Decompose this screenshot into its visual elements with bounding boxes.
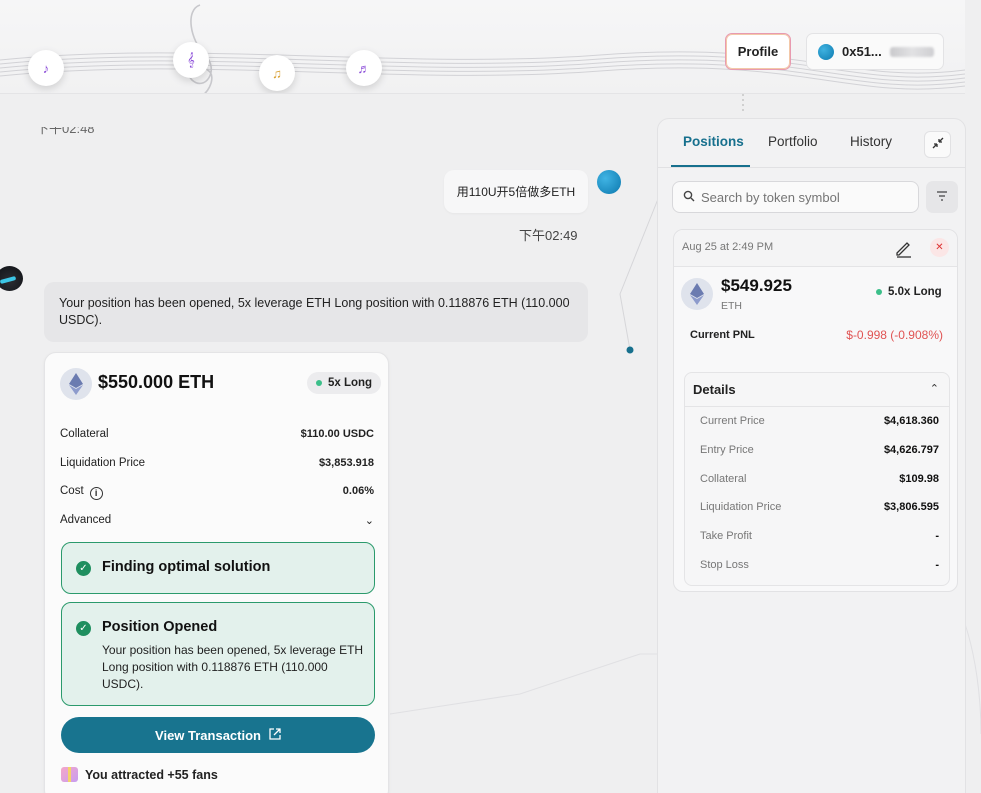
- wallet-button[interactable]: 0x51...: [806, 33, 944, 70]
- view-transaction-label: View Transaction: [155, 727, 261, 743]
- user-message: 用110U开5倍做多ETH: [444, 170, 588, 213]
- advanced-label: Advanced: [60, 514, 112, 526]
- search-input[interactable]: [701, 189, 911, 205]
- detail-label: Liquidation Price: [700, 501, 782, 513]
- detail-row: Liquidation Price $3,806.595: [700, 501, 939, 513]
- detail-label: Entry Price: [700, 444, 754, 456]
- step-description: Your position has been opened, 5x levera…: [102, 643, 364, 691]
- long-dot-icon: [876, 289, 882, 295]
- pnl-value: $-0.998 (-0.908%): [846, 328, 943, 342]
- liquidation-row: Liquidation Price $3,853.918: [60, 457, 374, 469]
- tab-positions[interactable]: Positions: [683, 134, 744, 149]
- top-bar: ♪ 𝄞 ♫ ♬ Profile 0x51...: [0, 0, 965, 94]
- position-symbol: ETH: [721, 300, 742, 312]
- external-link-icon: [269, 727, 281, 743]
- chevron-up-icon: ⌃: [929, 383, 939, 395]
- previous-timestamp: 下午02:48: [36, 127, 95, 136]
- detail-value: $4,618.360: [883, 415, 939, 427]
- detail-value: -: [935, 530, 939, 542]
- long-dot-icon: [316, 380, 322, 386]
- cost-row: Cost i 0.06%: [60, 485, 374, 500]
- fans-notice: You attracted +55 fans: [61, 767, 218, 782]
- detail-label: Stop Loss: [700, 559, 749, 571]
- profile-button[interactable]: Profile: [725, 33, 791, 70]
- position-card-header: Aug 25 at 2:49 PM ✕: [674, 230, 957, 267]
- step-position-opened: ✓ Position Opened Your position has been…: [61, 602, 375, 706]
- positions-panel: Positions Portfolio History Aug 25 at 2:…: [657, 118, 966, 793]
- check-icon: ✓: [76, 621, 91, 636]
- trade-price: $550.000 ETH: [98, 372, 215, 392]
- search-icon: [683, 190, 695, 205]
- leverage-label: 5x Long: [328, 377, 373, 389]
- chevron-down-icon: ⌄: [364, 515, 374, 527]
- gift-icon: [61, 767, 78, 782]
- detail-row: Stop Loss -: [700, 559, 939, 571]
- step-title: Finding optimal solution: [102, 559, 271, 575]
- position-price: $549.925: [721, 276, 792, 295]
- row-label: Liquidation Price: [60, 457, 146, 469]
- trade-card: $550.000 ETH 5x Long Collateral $110.00 …: [44, 352, 389, 793]
- detail-value: $4,626.797: [883, 444, 939, 456]
- cost-label-wrap: Cost i: [60, 485, 103, 500]
- music-note-icon: ♪: [28, 50, 64, 86]
- details-toggle[interactable]: Details ⌃: [685, 373, 949, 407]
- collateral-row: Collateral $110.00 USDC: [60, 428, 374, 440]
- user-avatar: [597, 170, 621, 194]
- detail-row: Take Profit -: [700, 530, 939, 542]
- details-section: Details ⌃ Current Price $4,618.360 Entry…: [684, 372, 950, 586]
- tab-portfolio[interactable]: Portfolio: [768, 134, 818, 149]
- search-box[interactable]: [672, 181, 919, 213]
- detail-label: Collateral: [700, 473, 747, 485]
- leverage-badge: 5x Long: [307, 372, 382, 394]
- pnl-label: Current PNL: [690, 329, 755, 341]
- row-label: Cost: [60, 485, 84, 497]
- detail-row: Collateral $109.98: [700, 473, 939, 485]
- message-timestamp: 下午02:49: [519, 228, 578, 243]
- filter-button[interactable]: [926, 181, 958, 213]
- eth-icon: [681, 278, 713, 310]
- filter-icon: [936, 188, 948, 206]
- close-position-icon[interactable]: ✕: [930, 238, 949, 257]
- info-icon[interactable]: i: [89, 487, 103, 500]
- detail-value: $3,806.595: [883, 501, 939, 513]
- bot-message: Your position has been opened, 5x levera…: [44, 282, 588, 342]
- active-tab-indicator: [671, 165, 750, 167]
- details-title: Details: [693, 382, 736, 397]
- step-finding-solution: ✓ Finding optimal solution: [61, 542, 375, 594]
- bot-avatar: [0, 266, 23, 291]
- row-value: 0.06%: [342, 485, 374, 497]
- detail-row: Current Price $4,618.360: [700, 415, 939, 427]
- step-title: Position Opened: [102, 619, 218, 635]
- detail-label: Take Profit: [700, 530, 752, 542]
- music-beam-icon: ♬: [346, 50, 382, 86]
- position-leverage: 5.0x Long: [888, 286, 942, 298]
- tab-divider: [658, 167, 965, 168]
- treble-clef-icon: 𝄞: [173, 42, 209, 78]
- row-label: Collateral: [60, 428, 109, 440]
- detail-value: -: [935, 559, 939, 571]
- wallet-avatar: [818, 43, 834, 60]
- row-value: $3,853.918: [318, 457, 374, 469]
- advanced-toggle[interactable]: Advanced ⌄: [60, 514, 374, 527]
- collapse-icon: [932, 137, 944, 152]
- position-leverage-badge: 5.0x Long: [867, 281, 951, 303]
- fans-text: You attracted +55 fans: [85, 767, 218, 782]
- position-date: Aug 25 at 2:49 PM: [682, 241, 774, 253]
- collapse-button[interactable]: [924, 131, 951, 158]
- position-card: Aug 25 at 2:49 PM ✕ $549.925 ETH 5.0x Lo…: [673, 229, 958, 592]
- view-transaction-button[interactable]: View Transaction: [61, 717, 375, 753]
- wallet-address: 0x51...: [842, 44, 882, 59]
- wallet-address-blur: [889, 46, 934, 57]
- detail-row: Entry Price $4,626.797: [700, 444, 939, 456]
- edit-icon[interactable]: [894, 238, 914, 263]
- detail-value: $109.98: [899, 473, 939, 485]
- eth-icon: [60, 368, 92, 400]
- music-notes-icon: ♫: [259, 55, 295, 91]
- detail-label: Current Price: [700, 415, 765, 427]
- check-icon: ✓: [76, 561, 91, 576]
- tab-history[interactable]: History: [850, 134, 893, 149]
- row-value: $110.00 USDC: [300, 428, 374, 440]
